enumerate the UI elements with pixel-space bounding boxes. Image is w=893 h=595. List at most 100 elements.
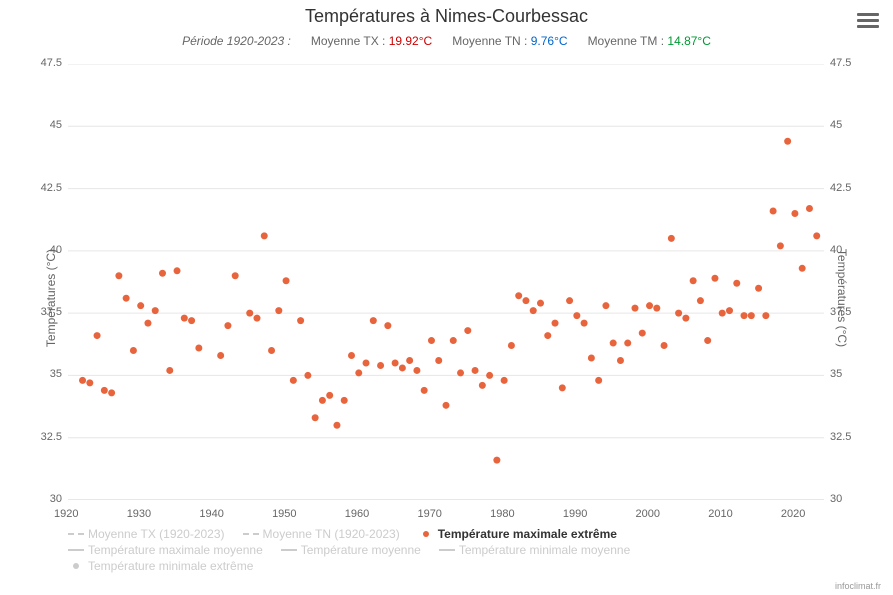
data-point[interactable] <box>188 317 195 324</box>
data-point[interactable] <box>711 275 718 282</box>
data-point[interactable] <box>690 277 697 284</box>
data-point[interactable] <box>348 352 355 359</box>
data-point[interactable] <box>86 379 93 386</box>
data-point[interactable] <box>501 377 508 384</box>
data-point[interactable] <box>515 292 522 299</box>
data-point[interactable] <box>552 320 559 327</box>
data-point[interactable] <box>675 310 682 317</box>
data-point[interactable] <box>377 362 384 369</box>
data-point[interactable] <box>479 382 486 389</box>
data-point[interactable] <box>159 270 166 277</box>
data-point[interactable] <box>617 357 624 364</box>
legend-item[interactable]: Température minimale moyenne <box>439 543 630 557</box>
data-point[interactable] <box>595 377 602 384</box>
data-point[interactable] <box>748 312 755 319</box>
data-point[interactable] <box>508 342 515 349</box>
data-point[interactable] <box>115 272 122 279</box>
data-point[interactable] <box>101 387 108 394</box>
data-point[interactable] <box>726 307 733 314</box>
data-point[interactable] <box>363 359 370 366</box>
data-point[interactable] <box>421 387 428 394</box>
data-point[interactable] <box>697 297 704 304</box>
data-point[interactable] <box>261 232 268 239</box>
data-point[interactable] <box>137 302 144 309</box>
data-point[interactable] <box>166 367 173 374</box>
data-point[interactable] <box>537 300 544 307</box>
data-point[interactable] <box>632 305 639 312</box>
legend-item[interactable]: Moyenne TN (1920-2023) <box>243 527 400 541</box>
data-point[interactable] <box>602 302 609 309</box>
data-point[interactable] <box>777 242 784 249</box>
data-point[interactable] <box>450 337 457 344</box>
data-point[interactable] <box>181 315 188 322</box>
chart-menu-button[interactable] <box>857 10 879 30</box>
data-point[interactable] <box>566 297 573 304</box>
data-point[interactable] <box>406 357 413 364</box>
data-point[interactable] <box>791 210 798 217</box>
data-point[interactable] <box>94 332 101 339</box>
legend-item[interactable]: Température maximale moyenne <box>68 543 263 557</box>
data-point[interactable] <box>573 312 580 319</box>
data-point[interactable] <box>646 302 653 309</box>
data-point[interactable] <box>217 352 224 359</box>
data-point[interactable] <box>653 305 660 312</box>
data-point[interactable] <box>384 322 391 329</box>
data-point[interactable] <box>370 317 377 324</box>
data-point[interactable] <box>355 369 362 376</box>
data-point[interactable] <box>493 457 500 464</box>
data-point[interactable] <box>610 340 617 347</box>
data-point[interactable] <box>472 367 479 374</box>
data-point[interactable] <box>486 372 493 379</box>
data-point[interactable] <box>413 367 420 374</box>
data-point[interactable] <box>297 317 304 324</box>
data-point[interactable] <box>79 377 86 384</box>
data-point[interactable] <box>668 235 675 242</box>
data-point[interactable] <box>443 402 450 409</box>
data-point[interactable] <box>399 364 406 371</box>
data-point[interactable] <box>319 397 326 404</box>
data-point[interactable] <box>755 285 762 292</box>
data-point[interactable] <box>152 307 159 314</box>
data-point[interactable] <box>624 340 631 347</box>
legend-item[interactable]: Moyenne TX (1920-2023) <box>68 527 225 541</box>
data-point[interactable] <box>246 310 253 317</box>
data-point[interactable] <box>661 342 668 349</box>
data-point[interactable] <box>522 297 529 304</box>
data-point[interactable] <box>195 345 202 352</box>
data-point[interactable] <box>704 337 711 344</box>
data-point[interactable] <box>312 414 319 421</box>
data-point[interactable] <box>144 320 151 327</box>
legend-item[interactable]: Température moyenne <box>281 543 421 557</box>
data-point[interactable] <box>392 359 399 366</box>
data-point[interactable] <box>333 422 340 429</box>
data-point[interactable] <box>457 369 464 376</box>
credits[interactable]: infoclimat.fr <box>835 581 881 591</box>
data-point[interactable] <box>304 372 311 379</box>
data-point[interactable] <box>559 384 566 391</box>
data-point[interactable] <box>639 330 646 337</box>
data-point[interactable] <box>784 138 791 145</box>
data-point[interactable] <box>813 232 820 239</box>
data-point[interactable] <box>530 307 537 314</box>
data-point[interactable] <box>428 337 435 344</box>
data-point[interactable] <box>806 205 813 212</box>
data-point[interactable] <box>326 392 333 399</box>
data-point[interactable] <box>174 267 181 274</box>
legend-item[interactable]: Température minimale extrême <box>68 559 253 573</box>
data-point[interactable] <box>290 377 297 384</box>
data-point[interactable] <box>581 320 588 327</box>
data-point[interactable] <box>799 265 806 272</box>
data-point[interactable] <box>268 347 275 354</box>
data-point[interactable] <box>770 207 777 214</box>
data-point[interactable] <box>232 272 239 279</box>
data-point[interactable] <box>254 315 261 322</box>
data-point[interactable] <box>130 347 137 354</box>
data-point[interactable] <box>341 397 348 404</box>
data-point[interactable] <box>464 327 471 334</box>
data-point[interactable] <box>275 307 282 314</box>
data-point[interactable] <box>224 322 231 329</box>
data-point[interactable] <box>762 312 769 319</box>
data-point[interactable] <box>682 315 689 322</box>
legend-item[interactable]: Température maximale extrême <box>418 527 617 541</box>
data-point[interactable] <box>741 312 748 319</box>
